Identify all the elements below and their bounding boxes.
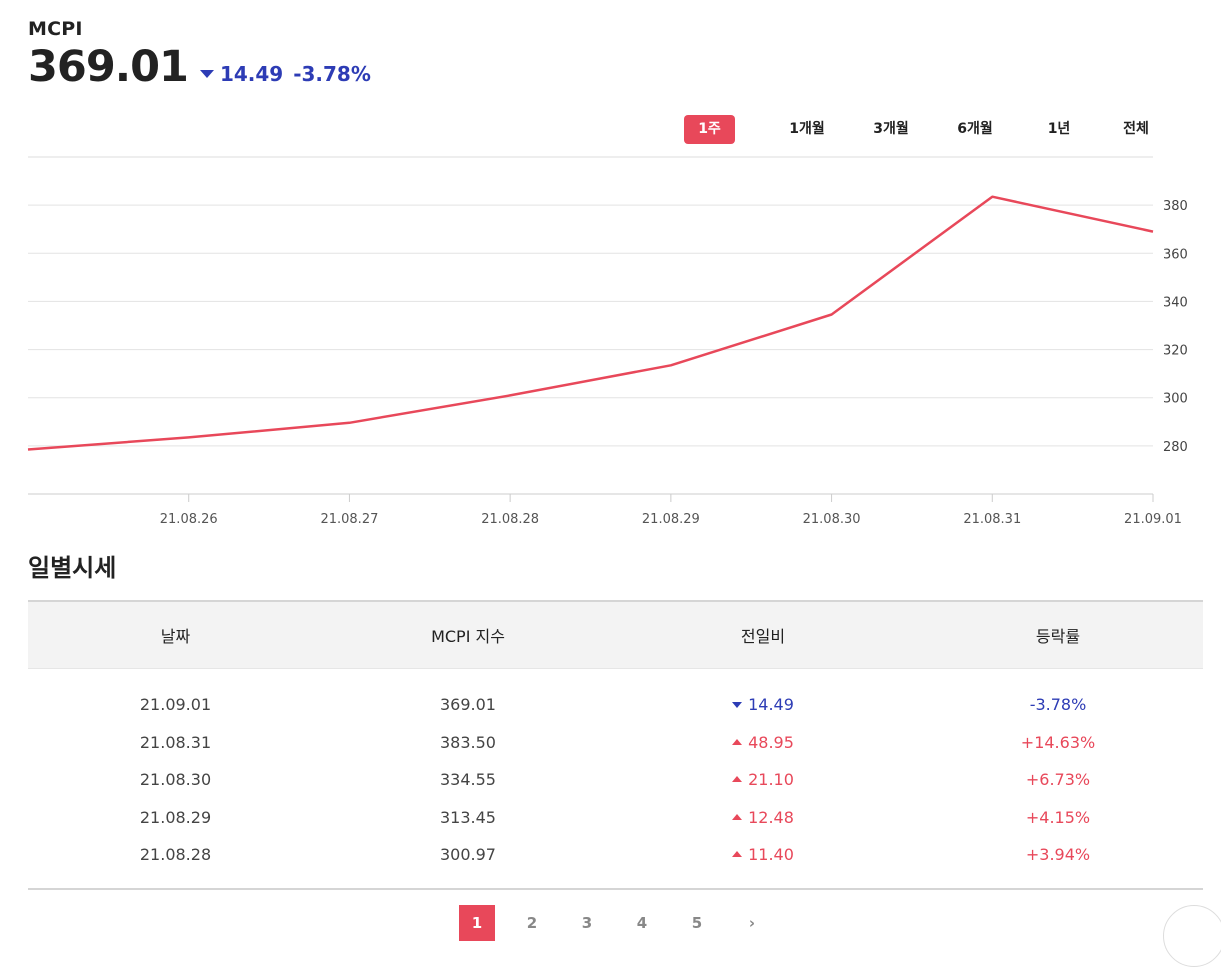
row-date: 21.09.01 [28, 695, 323, 714]
tab-all[interactable]: 전체 [1101, 115, 1171, 144]
tab-6months[interactable]: 6개월 [933, 115, 1017, 144]
x-tick-label: 21.08.27 [320, 512, 378, 527]
price-change: 14.49 -3.78% [200, 62, 371, 86]
row-rate: +4.15% [913, 808, 1203, 827]
x-tick-label: 21.08.30 [803, 512, 861, 527]
row-rate: +6.73% [913, 770, 1203, 789]
row-diff-value: 14.49 [748, 695, 794, 714]
row-diff: 48.95 [613, 733, 913, 752]
tab-1year[interactable]: 1년 [1017, 115, 1101, 144]
down-arrow-icon [200, 70, 214, 78]
tab-1month[interactable]: 1개월 [765, 115, 849, 144]
row-diff: 21.10 [613, 770, 913, 789]
row-index: 383.50 [323, 733, 613, 752]
row-date: 21.08.30 [28, 770, 323, 789]
row-diff-value: 21.10 [748, 770, 794, 789]
down-arrow-icon [732, 702, 742, 708]
page-1[interactable]: 1 [459, 905, 495, 941]
x-tick-label: 21.08.26 [160, 512, 218, 527]
row-index: 334.55 [323, 770, 613, 789]
page-4[interactable]: 4 [624, 905, 660, 941]
page-2[interactable]: 2 [514, 905, 550, 941]
y-tick-label: 380 [1163, 199, 1188, 214]
tab-3months[interactable]: 3개월 [849, 115, 933, 144]
up-arrow-icon [732, 776, 742, 782]
x-tick-label: 21.08.31 [963, 512, 1021, 527]
col-rate: 등락률 [913, 623, 1203, 647]
row-rate: +14.63% [913, 733, 1203, 752]
row-date: 21.08.31 [28, 733, 323, 752]
page-3[interactable]: 3 [569, 905, 605, 941]
row-rate: -3.78% [913, 695, 1203, 714]
up-arrow-icon [732, 814, 742, 820]
y-tick-label: 300 [1163, 392, 1188, 407]
row-rate: +3.94% [913, 845, 1203, 864]
change-percent: -3.78% [293, 62, 371, 86]
col-diff: 전일비 [613, 623, 913, 647]
row-diff-value: 11.40 [748, 845, 794, 864]
line-chart: 280 300 320 340 360 380 21.08.26 21.08.27 21.08.… [0, 150, 1221, 540]
pagination: 1 2 3 4 5 › [459, 905, 789, 941]
row-date: 21.08.29 [28, 808, 323, 827]
col-index: MCPI 지수 [323, 623, 613, 647]
y-tick-label: 360 [1163, 247, 1188, 262]
up-arrow-icon [732, 739, 742, 745]
period-tabs: 1주 1개월 3개월 6개월 1년 전체 [684, 115, 1171, 144]
scroll-top-button[interactable] [1163, 905, 1221, 967]
y-tick-label: 320 [1163, 344, 1188, 359]
change-value: 14.49 [220, 62, 283, 86]
x-tick-label: 21.09.01 [1124, 512, 1182, 527]
row-index: 300.97 [323, 845, 613, 864]
col-date: 날짜 [28, 623, 323, 647]
table-header: 날짜 MCPI 지수 전일비 등락률 [28, 600, 1203, 669]
y-tick-label: 340 [1163, 295, 1188, 310]
row-diff: 11.40 [613, 845, 913, 864]
row-diff-value: 12.48 [748, 808, 794, 827]
next-page-icon[interactable]: › [734, 905, 770, 941]
row-diff: 14.49 [613, 695, 913, 714]
up-arrow-icon [732, 851, 742, 857]
current-price: 369.01 [28, 42, 188, 92]
row-index: 313.45 [323, 808, 613, 827]
series-line [28, 197, 1153, 450]
row-date: 21.08.28 [28, 845, 323, 864]
price-row: 369.01 14.49 -3.78% [28, 42, 371, 92]
page-5[interactable]: 5 [679, 905, 715, 941]
x-tick-label: 21.08.29 [642, 512, 700, 527]
row-diff-value: 48.95 [748, 733, 794, 752]
section-title: 일별시세 [28, 548, 116, 583]
index-name: MCPI [28, 18, 371, 40]
tab-1week[interactable]: 1주 [684, 115, 735, 144]
row-diff: 12.48 [613, 808, 913, 827]
index-header: MCPI 369.01 14.49 -3.78% [28, 18, 371, 92]
row-index: 369.01 [323, 695, 613, 714]
y-tick-label: 280 [1163, 440, 1188, 455]
x-tick-label: 21.08.28 [481, 512, 539, 527]
